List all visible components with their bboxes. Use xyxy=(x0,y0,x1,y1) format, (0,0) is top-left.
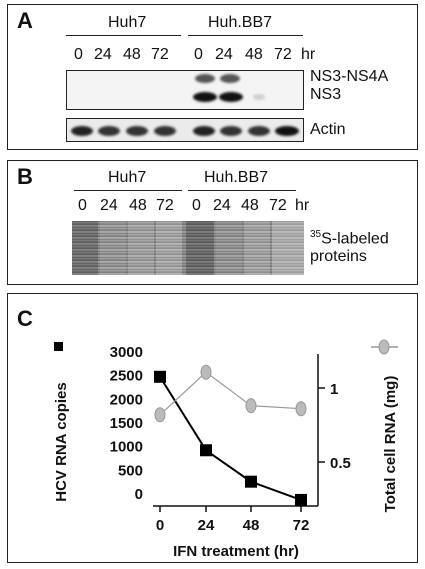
time-label: 24 xyxy=(215,46,233,63)
panel-b: B Huh7 Huh.BB7 0 24 48 72 0 24 48 72 hr … xyxy=(7,160,418,285)
series-line-total-rna xyxy=(159,371,302,416)
ns3-ns4a-band xyxy=(195,74,215,83)
y-tick-label-right: 0.5 xyxy=(330,455,351,472)
time-label: 0 xyxy=(192,197,201,214)
actin-band xyxy=(220,126,242,136)
metabolic-label-gel xyxy=(72,221,304,275)
time-unit-label: hr xyxy=(301,46,316,63)
panel-c-label: C xyxy=(17,306,33,331)
ns3-band xyxy=(219,92,243,102)
time-label: 0 xyxy=(74,46,83,63)
y-tick-label-left: 3000 xyxy=(110,344,143,361)
data-point-hcv-rna xyxy=(154,370,166,383)
group-label-huh7: Huh7 xyxy=(108,14,147,31)
gel-lane xyxy=(272,221,304,275)
actin-label: Actin xyxy=(310,121,346,138)
time-label: 24 xyxy=(100,197,118,214)
ns3-ns4a-band xyxy=(220,74,240,83)
gel-lane xyxy=(216,221,242,275)
time-unit-label: hr xyxy=(295,197,310,214)
data-point-hcv-rna xyxy=(295,493,307,506)
actin-band xyxy=(193,126,215,136)
group-underline-huhbb7 xyxy=(188,190,296,191)
time-label: 48 xyxy=(129,197,147,214)
time-label: 0 xyxy=(78,197,87,214)
group-label-huhbb7: Huh.BB7 xyxy=(208,14,273,31)
time-label: 72 xyxy=(274,46,292,63)
ns3-band xyxy=(193,92,217,102)
time-label: 0 xyxy=(194,46,203,63)
actin-blot xyxy=(66,118,304,142)
gel-lane xyxy=(128,221,154,275)
labeled-proteins-line1: S-labeled xyxy=(321,230,389,248)
gel-lane xyxy=(186,221,214,275)
gel-lane xyxy=(72,221,98,275)
panel-c: C 3000 2500 2000 1500 1000 500 0 1 0.5 0 24 48 72 IFN… xyxy=(7,293,418,563)
panel-a: A Huh7 Huh.BB7 0 24 48 72 0 24 48 72 hr … xyxy=(7,4,418,150)
actin-band xyxy=(154,126,176,136)
x-axis-title: IFN treatment (hr) xyxy=(173,543,299,560)
gel-lane xyxy=(156,221,182,275)
y-axis-title-left: HCV RNA copies xyxy=(53,382,70,501)
y-axis-title-right: Total cell RNA (mg) xyxy=(382,376,399,513)
time-label: 48 xyxy=(241,197,259,214)
actin-band xyxy=(275,126,299,136)
time-label: 48 xyxy=(123,46,141,63)
group-label-huh7: Huh7 xyxy=(108,169,147,186)
time-label: 72 xyxy=(156,197,174,214)
labeled-proteins-label: 35S-labeled xyxy=(310,227,389,247)
time-label: 72 xyxy=(151,46,169,63)
group-underline-huh7 xyxy=(74,190,182,191)
y-tick-label-left: 1500 xyxy=(110,415,143,432)
group-label-huhbb7: Huh.BB7 xyxy=(204,169,269,186)
ns3-blot xyxy=(66,70,304,110)
actin-band xyxy=(71,126,93,136)
legend-marker-total-rna xyxy=(378,339,390,355)
ns3-band-faint xyxy=(253,94,265,100)
x-tick-label: 48 xyxy=(243,517,260,534)
x-tick-label: 24 xyxy=(198,517,215,534)
legend-marker-hcv xyxy=(54,342,63,351)
group-underline-huhbb7 xyxy=(188,35,303,36)
actin-band xyxy=(126,126,148,136)
data-point-hcv-rna xyxy=(200,444,212,457)
y-tick-label-left: 1000 xyxy=(110,439,143,456)
actin-band xyxy=(98,126,120,136)
data-point-total-rna xyxy=(154,407,166,423)
data-point-total-rna xyxy=(200,364,212,380)
data-point-hcv-rna xyxy=(245,475,257,488)
actin-band xyxy=(248,126,270,136)
time-label: 24 xyxy=(94,46,112,63)
group-underline-huh7 xyxy=(66,35,181,36)
labeled-proteins-line2: proteins xyxy=(310,248,367,265)
ifn-rna-chart: 3000 2500 2000 1500 1000 500 0 1 0.5 0 24 48 72 IFN t… xyxy=(53,339,399,560)
data-point-total-rna xyxy=(295,401,307,417)
gel-lane xyxy=(100,221,126,275)
series-line-hcv-rna xyxy=(159,376,302,501)
y-tick-label-left: 500 xyxy=(118,462,143,479)
x-tick-label: 0 xyxy=(156,517,164,534)
y-tick-label-left: 2500 xyxy=(110,368,143,385)
time-label: 72 xyxy=(269,197,287,214)
panel-b-label: B xyxy=(17,164,33,189)
gel-lane xyxy=(244,221,270,275)
y-tick-label-left: 0 xyxy=(135,486,143,503)
x-tick-label: 72 xyxy=(293,517,310,534)
time-label: 24 xyxy=(213,197,231,214)
isotope-superscript: 35 xyxy=(310,229,322,240)
ns3-label: NS3 xyxy=(310,86,342,103)
y-tick-label-left: 2000 xyxy=(110,391,143,408)
y-tick-label-right: 1 xyxy=(330,381,338,398)
time-label: 48 xyxy=(245,46,263,63)
ns3-ns4a-label: NS3-NS4A xyxy=(310,68,389,85)
panel-a-label: A xyxy=(17,8,33,33)
data-point-total-rna xyxy=(245,398,257,414)
